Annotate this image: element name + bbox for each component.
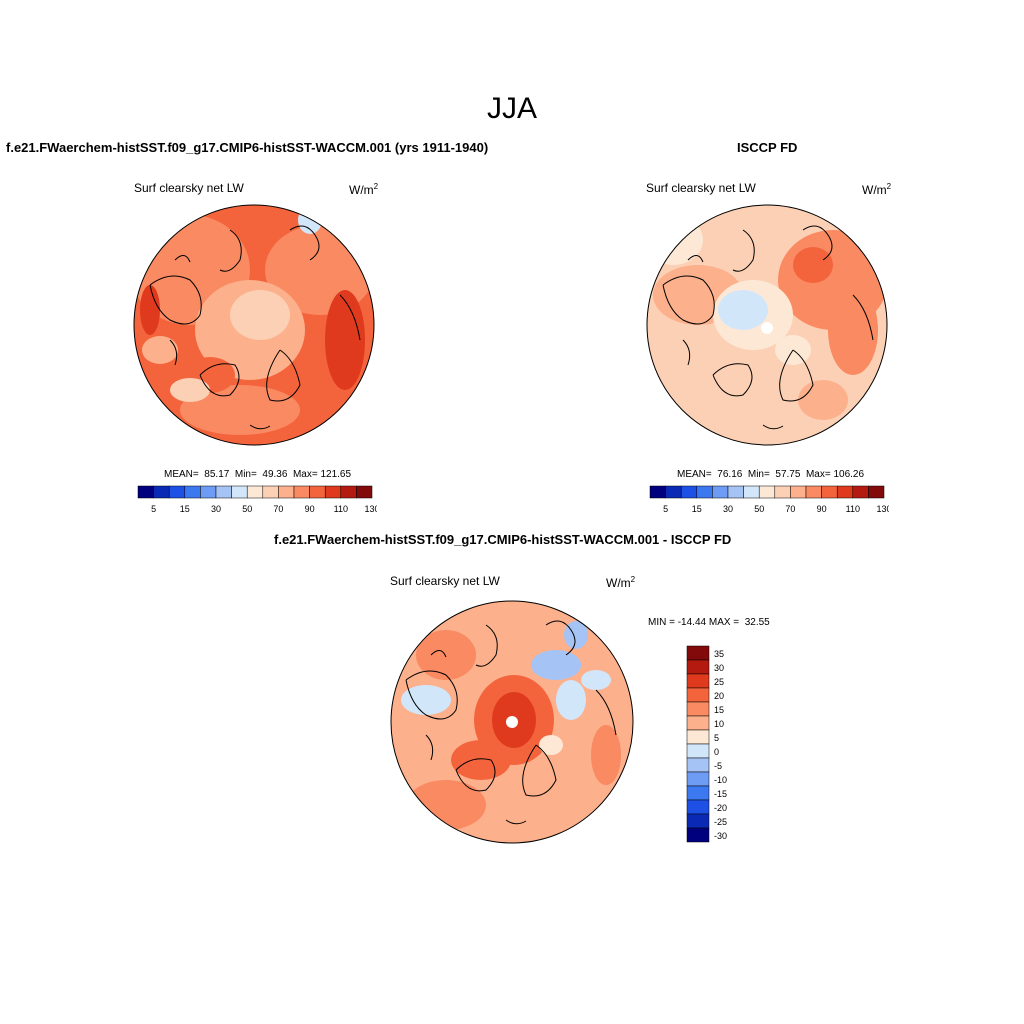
panel-2-colorbar-swatch [743,485,760,499]
panel-2-colorbar-swatch [696,485,713,499]
panel-2-colorbar-swatch [868,485,885,499]
panel-1-colorbar-swatch [262,485,279,499]
panel-1-colorbar-swatch [356,485,373,499]
panel-3-colorbar-tick-label: 5 [714,733,719,743]
panel-3-colorbar-tick-label: -10 [714,775,727,785]
panel-2-units: W/m2 [862,182,892,197]
panel-2-colorbar-tick-label: 30 [723,504,733,514]
panel-2-title: ISCCP FD [737,140,798,155]
panel-2-colorbar-swatch [758,485,776,499]
panel-1-colorbar-swatch [340,485,357,499]
panel-2-colorbar-swatch [680,485,698,499]
figure-title: JJA [486,92,537,125]
panel-2-colorbar-tick-label: 110 [846,504,860,514]
panel-1-stats: MEAN= 85.17 Min= 49.36 Max= 121.65 [164,469,352,480]
panel-3-colorbar-swatch [686,813,710,829]
panel-1-colorbar-swatch [215,485,232,499]
panel-2-colorbar-swatch [852,485,869,499]
panel-1-colorbar-swatch [324,485,342,499]
panel-2-colorbar-swatch [649,485,666,499]
panel-3-colorbar-tick-label: 35 [714,649,724,659]
panel-2-colorbar-swatch [774,485,791,499]
panel-3-colorbar-swatch [686,659,710,675]
panel-3-colorbar-swatch [686,743,710,759]
panel-3-colorbar-swatch [686,673,710,689]
panel-3-colorbar-swatch [686,687,710,703]
panel-1-colorbar-swatch [293,485,310,499]
panel-3-colorbar-tick-label: -15 [714,789,727,799]
panel-1-polar-map [133,204,375,446]
panel-1-colorbar-swatch [184,485,201,499]
panel-2-colorbar-tick-label: 50 [754,504,764,514]
panel-3-coastlines [405,620,617,825]
panel-2-variable: Surf clearsky net LW [646,181,756,195]
panel-2-coastlines [662,225,874,430]
panel-1-colorbar-tick-label: 90 [305,504,315,514]
panel-3-variable: Surf clearsky net LW [390,574,500,588]
panel-3-colorbar-swatch [686,729,710,745]
panel-3-units: W/m2 [606,575,636,590]
panel-2-colorbar-tick-label: 5 [663,504,668,514]
panel-3-title: f.e21.FWaerchem-histSST.f09_g17.CMIP6-hi… [274,532,732,547]
panel-3-colorbar-swatch [686,757,710,773]
panel-1-colorbar-swatch [168,485,186,499]
panel-1-colorbar-tick-label: 30 [211,504,221,514]
panel-3-colorbar-tick-label: 20 [714,691,724,701]
panel-2-polar-map [646,204,888,446]
panel-2-colorbar-swatch [665,485,682,499]
panel-1-colorbar-tick-label: 5 [151,504,156,514]
panel-2-colorbar-tick-label: 70 [785,504,795,514]
panel-1-coastlines [149,225,361,430]
panel-3-colorbar-swatch [686,645,710,661]
panel-3-colorbar-tick-label: 25 [714,677,724,687]
panel-1-colorbar-tick-label: 110 [334,504,348,514]
panel-2-colorbar-swatch [790,485,807,499]
panel-1-colorbar-tick-label: 70 [273,504,283,514]
panel-3-colorbar-swatch [686,701,710,717]
panel-2-colorbar-swatch [712,485,729,499]
panel-1-colorbar-swatch [137,485,154,499]
panel-3-colorbar-swatch [686,827,710,843]
panel-1-variable: Surf clearsky net LW [134,181,244,195]
panel-3-polar-map [390,600,634,844]
panel-2-colorbar-swatch [821,485,838,499]
panel-2-colorbar-tick-label: 15 [692,504,702,514]
panel-3-colorbar-swatch [686,771,710,787]
panel-3-colorbar-swatch [686,785,710,801]
panel-2-colorbar-swatch [727,485,744,499]
panel-3-colorbar-tick-label: 15 [714,705,724,715]
panel-3-colorbar-tick-label: -20 [714,803,727,813]
panel-2-stats: MEAN= 76.16 Min= 57.75 Max= 106.26 [677,469,865,480]
panel-1-colorbar-swatch [200,485,217,499]
panel-3-colorbar-swatch [686,715,710,731]
panel-1-title: f.e21.FWaerchem-histSST.f09_g17.CMIP6-hi… [6,140,489,155]
panel-1-colorbar: 5 15 30 50 70 90 110 130 [137,485,377,514]
panel-3-colorbar-tick-label: 0 [714,747,719,757]
panel-1-colorbar-tick-label: 15 [180,504,190,514]
panel-1-colorbar-swatch [231,485,248,499]
panel-3-colorbar-tick-label: 10 [714,719,724,729]
panel-1-colorbar-tick-label: 130 [364,504,377,514]
panel-2-colorbar-swatch [836,485,854,499]
panel-3-stats: MIN = -14.44 MAX = 32.55 [648,617,770,628]
panel-3-colorbar-tick-label: -5 [714,761,722,771]
panel-2-colorbar: 5 15 30 50 70 90 110 130 [649,485,889,514]
panel-1-colorbar-swatch [246,485,264,499]
panel-2-colorbar-tick-label: 90 [817,504,827,514]
panel-1-units: W/m2 [349,182,379,197]
panel-3-colorbar-tick-label: -25 [714,817,727,827]
panel-1-colorbar-swatch [153,485,170,499]
panel-2-colorbar-tick-label: 130 [876,504,889,514]
panel-2-colorbar-swatch [805,485,822,499]
panel-3-colorbar-swatch [686,799,710,815]
panel-1-colorbar-swatch [278,485,295,499]
panel-3-colorbar-tick-label: 30 [714,663,724,673]
panel-1-colorbar-swatch [309,485,326,499]
panel-1-colorbar-tick-label: 50 [242,504,252,514]
panel-3-colorbar-tick-label: -30 [714,831,727,841]
